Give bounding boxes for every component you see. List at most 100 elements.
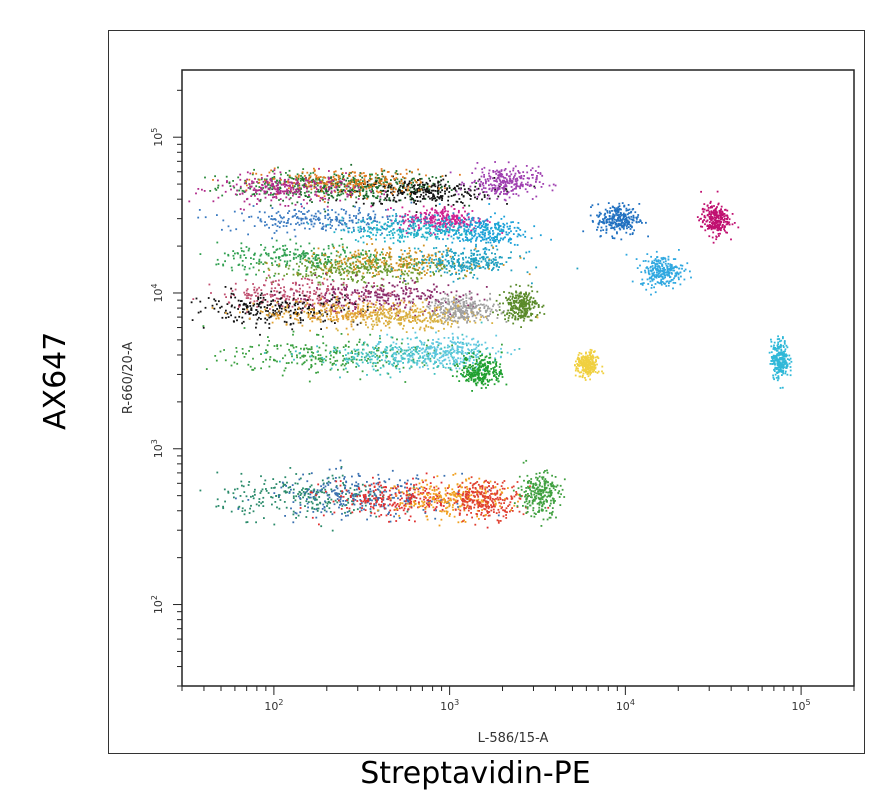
data-point [229, 311, 232, 314]
data-point [282, 183, 285, 186]
data-point [354, 186, 356, 189]
data-point [502, 237, 505, 240]
data-point [216, 258, 219, 261]
data-point [323, 277, 326, 280]
data-point [433, 197, 435, 200]
data-point [298, 284, 301, 286]
data-point [347, 269, 349, 272]
data-point [327, 288, 329, 290]
data-point [440, 262, 443, 264]
data-point [410, 292, 413, 294]
data-point [321, 314, 323, 317]
data-point [441, 217, 444, 219]
data-point [310, 184, 312, 187]
data-point [399, 173, 402, 175]
data-point [398, 268, 400, 271]
data-point [432, 231, 435, 234]
data-point [339, 199, 342, 202]
data-point [273, 176, 276, 178]
data-point [417, 314, 420, 317]
data-point [325, 224, 328, 227]
data-point [284, 181, 286, 184]
data-point [402, 318, 405, 320]
data-point [311, 317, 313, 319]
data-point [457, 320, 459, 323]
data-point [451, 263, 454, 265]
data-point [373, 184, 375, 186]
data-point [283, 260, 286, 263]
data-point [401, 253, 404, 256]
data-point [321, 222, 324, 225]
data-point [475, 264, 478, 267]
data-point [505, 233, 508, 236]
data-point [298, 210, 300, 213]
data-point [246, 311, 248, 313]
data-point [357, 306, 360, 308]
data-point [432, 214, 435, 217]
data-point [273, 192, 276, 195]
data-point [313, 215, 316, 218]
data-point [356, 179, 359, 182]
data-point [452, 204, 455, 206]
data-point [334, 259, 337, 261]
data-point [438, 258, 440, 260]
data-point [459, 219, 462, 221]
data-point [250, 307, 253, 310]
data-point [383, 223, 386, 226]
data-point [537, 172, 539, 174]
data-point [495, 178, 498, 181]
data-point [340, 181, 343, 184]
data-point [468, 225, 471, 228]
data-point [405, 292, 408, 294]
data-point [455, 214, 458, 217]
data-point [382, 278, 385, 281]
data-point [343, 308, 346, 311]
data-point [346, 177, 349, 180]
data-point [283, 274, 286, 277]
data-point [384, 186, 387, 189]
data-point [410, 233, 412, 236]
data-point [422, 183, 424, 186]
data-point [466, 270, 468, 272]
data-point [439, 292, 442, 295]
data-point [341, 293, 343, 296]
data-point [265, 223, 268, 226]
data-point [384, 300, 387, 302]
data-point [296, 248, 299, 251]
data-point [423, 217, 425, 220]
data-point [341, 173, 343, 176]
data-point [352, 320, 355, 323]
data-point [322, 283, 325, 286]
data-point [317, 188, 320, 191]
data-point [285, 264, 287, 266]
data-point [308, 309, 311, 311]
data-point [259, 198, 262, 201]
data-point [228, 301, 231, 304]
data-point [365, 296, 367, 299]
data-point [320, 187, 323, 190]
data-point [486, 226, 489, 229]
data-point [318, 318, 321, 321]
data-point [370, 231, 373, 234]
data-point [403, 273, 406, 276]
data-point [378, 296, 381, 299]
data-point [366, 266, 369, 268]
data-point [375, 238, 377, 241]
data-point [276, 248, 279, 251]
data-point [260, 306, 262, 309]
data-point [415, 216, 418, 219]
data-point [284, 254, 287, 257]
data-point [419, 219, 422, 221]
data-point [422, 310, 425, 313]
data-point [392, 236, 395, 239]
data-point [313, 315, 316, 318]
data-point [375, 318, 378, 320]
data-point [342, 217, 345, 220]
data-point [464, 232, 467, 235]
data-point [393, 231, 396, 234]
data-point [308, 182, 310, 185]
data-point [502, 230, 505, 233]
data-point [227, 316, 230, 318]
data-point [371, 243, 374, 245]
data-point [204, 306, 207, 309]
